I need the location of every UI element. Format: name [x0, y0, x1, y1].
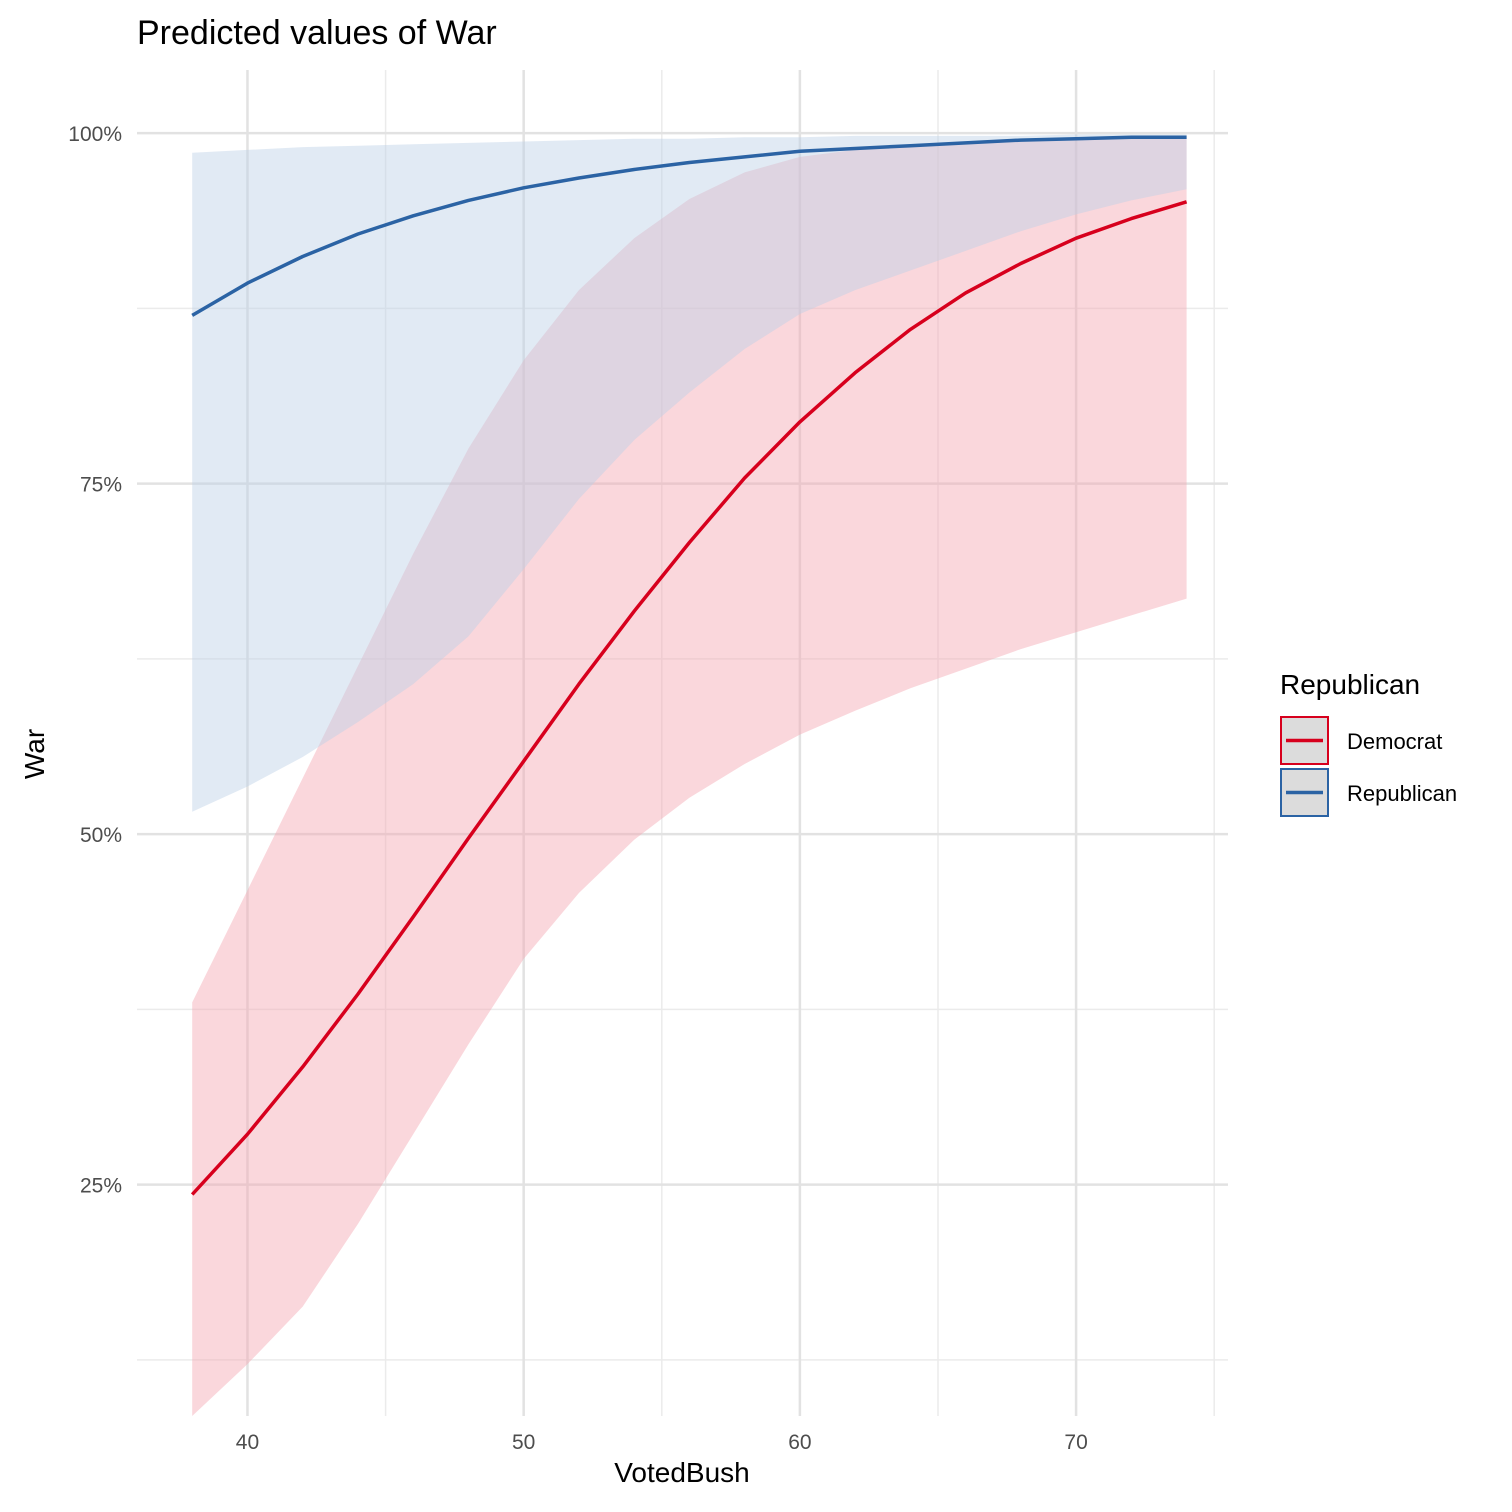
ribbon-republican [192, 134, 1187, 812]
y-tick-label: 75% [80, 474, 122, 497]
grid-minor [137, 70, 1228, 1416]
x-axis-title: VotedBush [614, 1457, 749, 1488]
y-axis-ticks: 25% 50% 75% 100% [68, 123, 122, 1198]
line-democrat [190, 200, 1188, 1196]
ribbon-democrat [192, 137, 1187, 1416]
x-tick-label: 50 [512, 1431, 535, 1454]
prediction-lines [190, 135, 1188, 1196]
y-axis-title: War [19, 729, 50, 779]
legend-label-democrat: Democrat [1347, 729, 1442, 754]
confidence-ribbons [192, 134, 1187, 1416]
x-tick-label: 40 [236, 1431, 259, 1454]
y-tick-label: 100% [68, 123, 122, 146]
y-tick-label: 25% [80, 1175, 122, 1198]
y-tick-label: 50% [80, 824, 122, 847]
chart-title: Predicted values of War [137, 14, 497, 52]
legend-title: Republican [1280, 669, 1420, 700]
x-axis-ticks: 40 50 60 70 [236, 1431, 1088, 1454]
x-tick-label: 60 [788, 1431, 811, 1454]
legend-label-republican: Republican [1347, 781, 1457, 806]
grid-major [137, 70, 1228, 1416]
x-tick-label: 70 [1064, 1431, 1087, 1454]
legend: Republican Democrat Republican [1280, 669, 1457, 817]
line-republican [191, 135, 1187, 317]
